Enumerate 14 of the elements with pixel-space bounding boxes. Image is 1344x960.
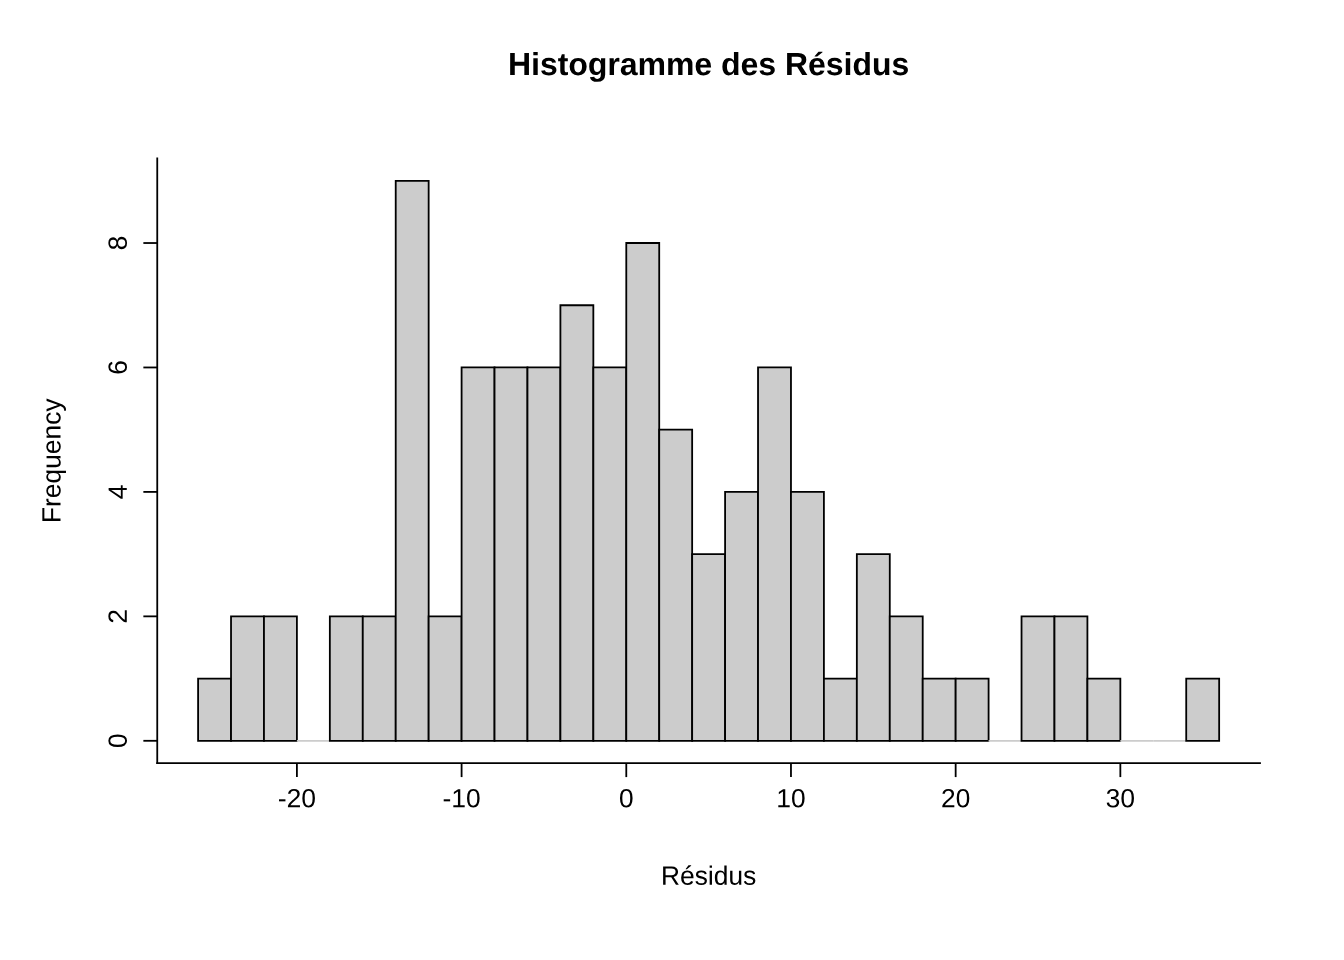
chart-title: Histogramme des Résidus xyxy=(510,51,908,82)
x-tick-label: -20 xyxy=(279,788,315,808)
y-tick-label: 4 xyxy=(108,485,127,499)
y-tick-label: 8 xyxy=(108,236,128,250)
x-tick-label: 20 xyxy=(942,788,970,808)
y-axis-title: Frequency xyxy=(42,398,66,521)
x-tick-label: 0 xyxy=(619,788,633,808)
y-tick-label: 0 xyxy=(108,734,128,748)
x-tick-label: 30 xyxy=(1106,788,1134,808)
x-tick-label: -10 xyxy=(443,788,480,808)
y-tick-label: 2 xyxy=(108,610,127,623)
x-tick-label: 10 xyxy=(778,788,805,808)
y-tick-label: 6 xyxy=(108,361,128,374)
x-axis-title: Résidus xyxy=(663,865,756,885)
